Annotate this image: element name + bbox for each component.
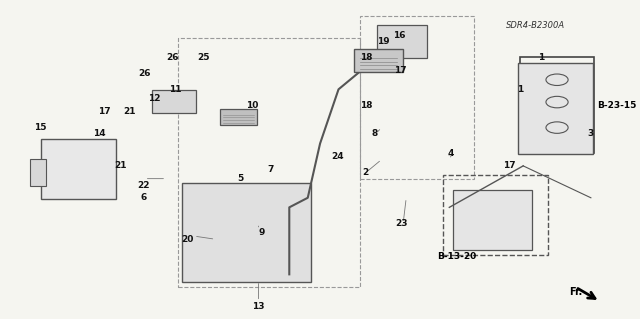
Text: 16: 16 — [392, 31, 405, 40]
Text: 4: 4 — [447, 149, 454, 158]
Text: 26: 26 — [166, 53, 179, 62]
Text: 3: 3 — [588, 130, 594, 138]
Text: 22: 22 — [137, 181, 150, 189]
Text: 21: 21 — [114, 161, 126, 170]
Text: 19: 19 — [376, 37, 389, 46]
Text: 17: 17 — [503, 161, 516, 170]
FancyBboxPatch shape — [152, 90, 196, 113]
FancyBboxPatch shape — [182, 183, 311, 282]
FancyBboxPatch shape — [40, 139, 116, 199]
Text: 6: 6 — [140, 193, 147, 202]
FancyBboxPatch shape — [354, 49, 403, 72]
Text: 17: 17 — [394, 66, 406, 75]
Text: Fr.: Fr. — [570, 287, 582, 297]
FancyBboxPatch shape — [377, 25, 426, 58]
Text: 9: 9 — [259, 228, 265, 237]
Bar — [520, 57, 594, 153]
Text: 18: 18 — [360, 53, 372, 62]
Text: 17: 17 — [99, 107, 111, 116]
Text: 14: 14 — [93, 130, 106, 138]
Text: 13: 13 — [252, 302, 265, 311]
Text: B-13-20: B-13-20 — [437, 252, 476, 261]
Text: SDR4-B2300A: SDR4-B2300A — [506, 21, 565, 30]
FancyBboxPatch shape — [220, 109, 257, 125]
Text: 2: 2 — [362, 168, 368, 177]
Text: B-23-15: B-23-15 — [597, 101, 636, 110]
FancyBboxPatch shape — [29, 159, 45, 186]
Text: 7: 7 — [268, 165, 274, 174]
Text: 18: 18 — [360, 101, 372, 110]
Text: 26: 26 — [138, 69, 151, 78]
Text: 15: 15 — [34, 123, 46, 132]
Text: 11: 11 — [169, 85, 182, 94]
Text: 5: 5 — [237, 174, 243, 183]
Text: 25: 25 — [197, 53, 209, 62]
FancyBboxPatch shape — [453, 190, 532, 250]
Text: 23: 23 — [395, 219, 408, 228]
Text: 12: 12 — [148, 94, 160, 103]
Text: 20: 20 — [182, 235, 194, 244]
FancyBboxPatch shape — [518, 63, 593, 154]
Text: 21: 21 — [123, 107, 136, 116]
Text: 1: 1 — [538, 53, 545, 62]
Text: 24: 24 — [331, 152, 344, 161]
Text: 1: 1 — [517, 85, 524, 94]
Text: 8: 8 — [371, 130, 378, 138]
Text: 10: 10 — [246, 101, 259, 110]
Bar — [443, 175, 548, 255]
